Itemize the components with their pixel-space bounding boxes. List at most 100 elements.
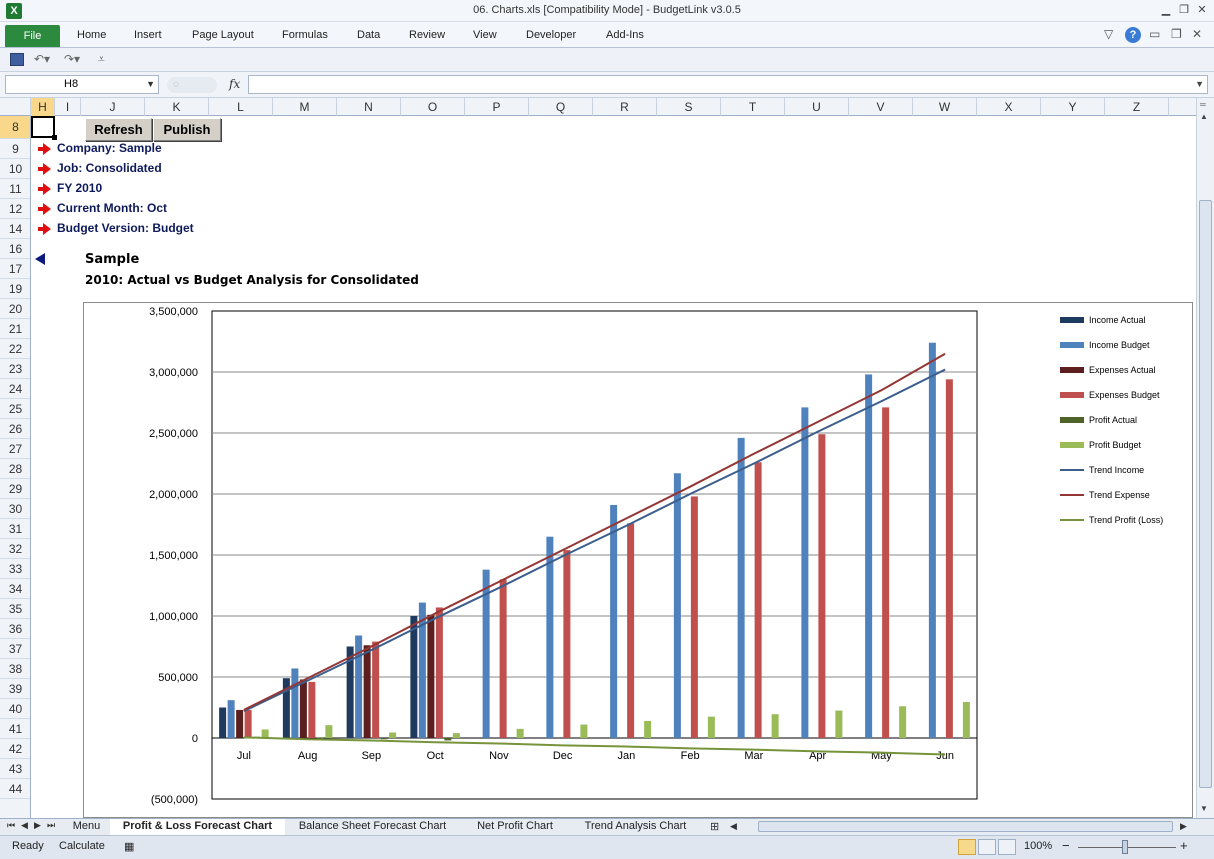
name-box[interactable]: H8 ▼: [5, 75, 159, 94]
row-header-24[interactable]: 24: [0, 379, 30, 399]
row-header-41[interactable]: 41: [0, 719, 30, 739]
scroll-right-icon[interactable]: ▶: [1180, 821, 1187, 831]
column-header-h[interactable]: H: [31, 98, 55, 116]
column-header-n[interactable]: N: [337, 98, 401, 116]
horizontal-scroll-thumb[interactable]: [758, 821, 1173, 832]
page-layout-view-icon[interactable]: [978, 839, 996, 855]
column-header-i[interactable]: I: [55, 98, 81, 116]
row-header-16[interactable]: 16: [0, 239, 30, 259]
publish-button[interactable]: Publish: [153, 118, 221, 141]
zoom-out-icon[interactable]: −: [1062, 838, 1070, 853]
page-break-view-icon[interactable]: [998, 839, 1016, 855]
tab-review[interactable]: Review: [409, 29, 446, 41]
row-header-25[interactable]: 25: [0, 399, 30, 419]
sheet-tab-menu[interactable]: Menu: [72, 820, 101, 832]
column-header-p[interactable]: P: [465, 98, 529, 116]
formula-input[interactable]: ▼: [248, 75, 1208, 94]
undo-icon[interactable]: ↶▾: [34, 52, 51, 66]
column-header-y[interactable]: Y: [1041, 98, 1105, 116]
workbook-minimize-icon[interactable]: ▭: [1149, 27, 1161, 41]
row-header-31[interactable]: 31: [0, 519, 30, 539]
row-header-36[interactable]: 36: [0, 619, 30, 639]
tab-page-layout[interactable]: Page Layout: [192, 29, 254, 41]
formula-cancel-icon[interactable]: ◌: [167, 77, 217, 93]
sheet-tab-balance-sheet-forecast[interactable]: Balance Sheet Forecast Chart: [298, 820, 447, 832]
column-header-q[interactable]: Q: [529, 98, 593, 116]
restore-icon[interactable]: ❐: [1179, 4, 1189, 16]
chevron-down-icon[interactable]: ▼: [146, 79, 155, 89]
expand-formula-icon[interactable]: ▼: [1195, 79, 1204, 89]
column-header-r[interactable]: R: [593, 98, 657, 116]
redo-icon[interactable]: ↷▾: [64, 52, 81, 66]
column-header-l[interactable]: L: [209, 98, 273, 116]
chart-area[interactable]: (500,000) 0 500,000 1,000,000 1,500,000 2,000…: [83, 302, 1193, 818]
sheet-tab-profit-loss-forecast[interactable]: Profit & Loss Forecast Chart: [110, 819, 285, 835]
customize-qat-icon[interactable]: ⩡: [98, 52, 105, 66]
column-header-o[interactable]: O: [401, 98, 465, 116]
row-header-26[interactable]: 26: [0, 419, 30, 439]
selected-cell[interactable]: [31, 116, 57, 140]
last-sheet-icon[interactable]: ⏭: [47, 820, 56, 830]
row-header-9[interactable]: 9: [0, 139, 30, 159]
tab-developer[interactable]: Developer: [526, 29, 577, 41]
help-icon[interactable]: ?: [1125, 27, 1141, 43]
vertical-scroll-thumb[interactable]: [1199, 200, 1212, 788]
row-header-23[interactable]: 23: [0, 359, 30, 379]
workbook-close-icon[interactable]: ✕: [1192, 27, 1203, 41]
row-header-17[interactable]: 17: [0, 259, 30, 279]
column-header-t[interactable]: T: [721, 98, 785, 116]
row-header-44[interactable]: 44: [0, 779, 30, 799]
row-header-37[interactable]: 37: [0, 639, 30, 659]
row-header-22[interactable]: 22: [0, 339, 30, 359]
row-header-20[interactable]: 20: [0, 299, 30, 319]
split-handle-icon[interactable]: ═: [1200, 100, 1206, 109]
row-header-32[interactable]: 32: [0, 539, 30, 559]
row-header-28[interactable]: 28: [0, 459, 30, 479]
row-header-30[interactable]: 30: [0, 499, 30, 519]
row-header-39[interactable]: 39: [0, 679, 30, 699]
workbook-restore-icon[interactable]: ❐: [1171, 27, 1182, 41]
insert-sheet-icon[interactable]: ⊞: [710, 821, 720, 833]
ribbon-collapse-icon[interactable]: ▽: [1104, 27, 1114, 41]
row-header-40[interactable]: 40: [0, 699, 30, 719]
status-calculate[interactable]: Calculate: [59, 840, 105, 852]
row-header-11[interactable]: 11: [0, 179, 30, 199]
row-header-10[interactable]: 10: [0, 159, 30, 179]
column-header-z[interactable]: Z: [1105, 98, 1169, 116]
row-header-35[interactable]: 35: [0, 599, 30, 619]
arrow-left-icon[interactable]: [35, 253, 45, 265]
row-header-19[interactable]: 19: [0, 279, 30, 299]
zoom-level[interactable]: 100%: [1024, 840, 1053, 852]
row-header-33[interactable]: 33: [0, 559, 30, 579]
horizontal-scrollbar[interactable]: ◀ ▶: [730, 820, 1214, 834]
tab-data[interactable]: Data: [357, 29, 381, 41]
save-icon[interactable]: [10, 53, 24, 66]
scroll-left-icon[interactable]: ◀: [730, 821, 737, 831]
row-header-21[interactable]: 21: [0, 319, 30, 339]
row-header-14[interactable]: 14: [0, 219, 30, 239]
select-all-corner[interactable]: [0, 98, 31, 116]
row-header-34[interactable]: 34: [0, 579, 30, 599]
scroll-up-icon[interactable]: ▲: [1200, 112, 1208, 121]
close-icon[interactable]: ✕: [1197, 4, 1207, 16]
tab-view[interactable]: View: [473, 29, 497, 41]
next-sheet-icon[interactable]: ▶: [34, 820, 41, 830]
sheet-tab-net-profit[interactable]: Net Profit Chart: [477, 820, 553, 832]
row-header-42[interactable]: 42: [0, 739, 30, 759]
excel-app-icon[interactable]: X: [6, 3, 22, 19]
row-header-27[interactable]: 27: [0, 439, 30, 459]
tab-home[interactable]: Home: [77, 29, 107, 41]
insert-function-icon[interactable]: fx: [229, 77, 241, 91]
prev-sheet-icon[interactable]: ◀: [21, 820, 28, 830]
column-header-s[interactable]: S: [657, 98, 721, 116]
tab-formulas[interactable]: Formulas: [282, 29, 328, 41]
row-header-43[interactable]: 43: [0, 759, 30, 779]
column-header-k[interactable]: K: [145, 98, 209, 116]
macro-record-icon[interactable]: ▦: [124, 841, 135, 853]
column-header-v[interactable]: V: [849, 98, 913, 116]
row-header-12[interactable]: 12: [0, 199, 30, 219]
file-tab[interactable]: File: [5, 25, 60, 47]
refresh-button[interactable]: Refresh: [85, 118, 152, 141]
column-header-w[interactable]: W: [913, 98, 977, 116]
column-header-u[interactable]: U: [785, 98, 849, 116]
